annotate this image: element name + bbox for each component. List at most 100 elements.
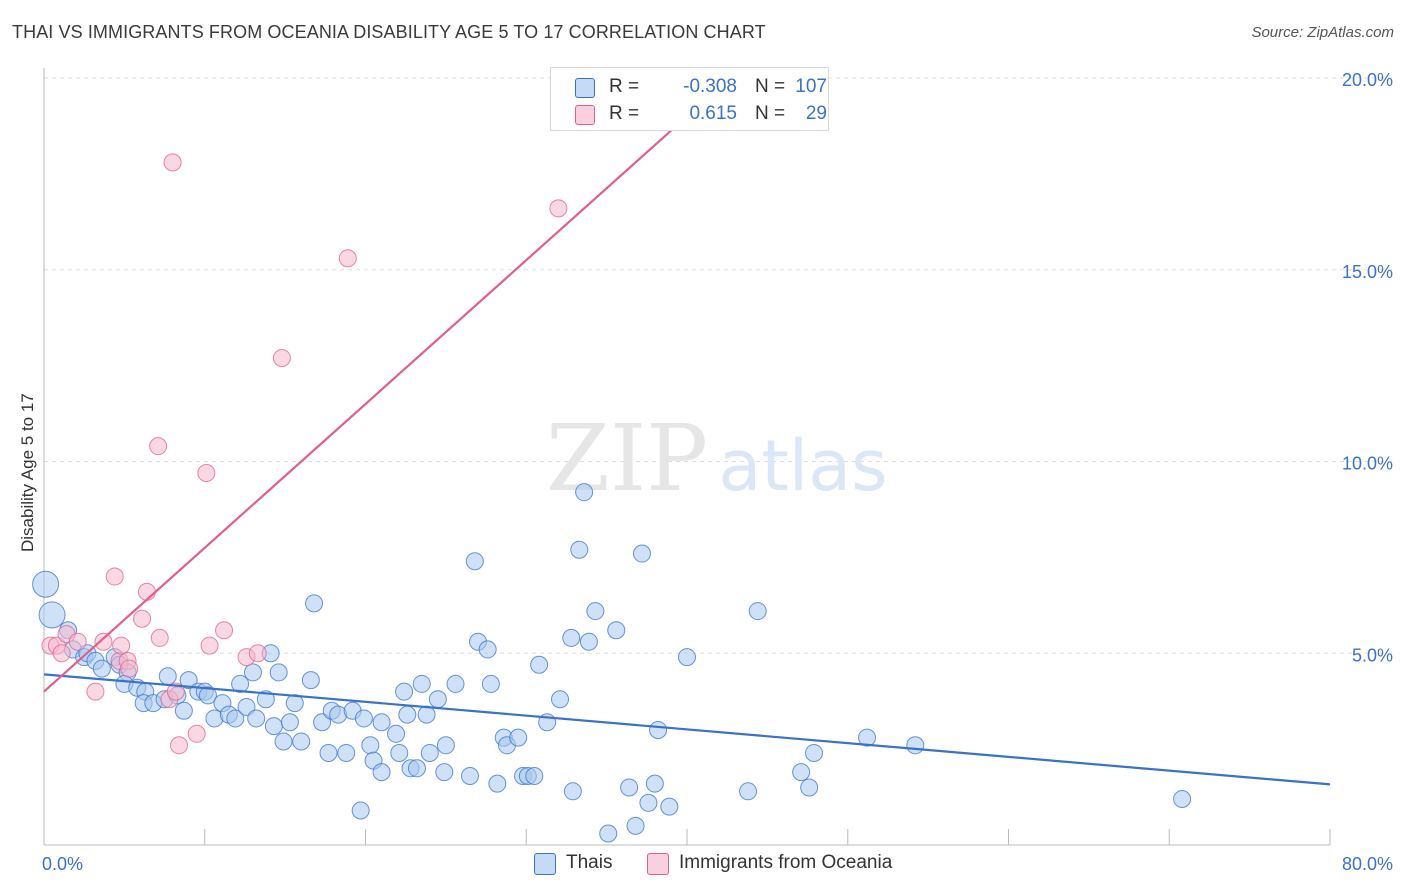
data-point: [488, 774, 507, 793]
data-point: [626, 816, 645, 835]
watermark-atlas: atlas: [718, 425, 887, 507]
data-point: [570, 540, 589, 559]
data-point: [301, 671, 320, 690]
data-point: [187, 724, 206, 743]
data-point: [285, 694, 304, 713]
data-point: [105, 567, 124, 586]
watermark: ZIP atlas: [546, 405, 888, 512]
y-tick-label: 10.0%: [1342, 454, 1393, 474]
data-point: [112, 636, 131, 655]
series-points-thais: [32, 483, 1192, 843]
legend-r-value: 0.615: [689, 103, 737, 124]
correlation-legend: R = -0.308 N = 107 R = 0.615 N = 29: [550, 67, 829, 131]
data-point: [305, 594, 324, 613]
data-point: [319, 743, 338, 762]
data-point: [395, 682, 414, 701]
data-point: [372, 713, 391, 732]
data-point: [197, 464, 216, 483]
data-point: [272, 348, 291, 367]
data-point: [435, 763, 454, 782]
data-point: [639, 793, 658, 812]
data-point: [337, 743, 356, 762]
legend-n-value: 29: [805, 103, 827, 124]
data-point: [174, 701, 193, 720]
data-point: [562, 628, 581, 647]
legend-r-label: R =: [609, 76, 640, 97]
data-point: [94, 632, 113, 651]
data-point: [563, 782, 582, 801]
data-point: [579, 632, 598, 651]
source-label: Source: ZipAtlas.com: [1251, 24, 1394, 41]
data-point: [530, 655, 549, 674]
data-point: [215, 621, 234, 640]
data-point: [163, 153, 182, 172]
legend-n-label: N =: [755, 103, 786, 124]
trend-lines: [43, 115, 1331, 786]
data-point: [649, 720, 668, 739]
data-point: [38, 601, 66, 629]
data-point: [428, 690, 447, 709]
data-point: [906, 736, 925, 755]
data-point: [274, 732, 293, 751]
data-point: [739, 782, 758, 801]
series-swatch-oceania: [647, 853, 669, 875]
data-point: [269, 663, 288, 682]
data-point: [800, 778, 819, 797]
data-point: [92, 659, 111, 678]
data-point: [200, 636, 219, 655]
data-point: [645, 774, 664, 793]
data-point: [133, 609, 152, 628]
data-point: [509, 728, 528, 747]
data-point: [231, 674, 250, 693]
data-point: [412, 674, 431, 693]
data-point: [436, 736, 455, 755]
data-point: [446, 674, 465, 693]
series-swatch-thais: [534, 853, 556, 875]
data-point: [620, 778, 639, 797]
data-point: [248, 644, 267, 663]
data-point: [158, 667, 177, 686]
data-point: [150, 628, 169, 647]
legend-n-label: N =: [755, 76, 786, 97]
trend-line-thais: [43, 673, 1331, 786]
grid-lines: [44, 77, 1392, 654]
data-point: [179, 671, 198, 690]
data-point: [460, 766, 479, 785]
data-point: [32, 570, 60, 598]
chart-title: THAI VS IMMIGRANTS FROM OCEANIA DISABILI…: [12, 22, 766, 42]
data-point: [632, 544, 651, 563]
tick-labels: 5.0% 10.0% 15.0% 20.0% 0.0% 80.0%: [42, 70, 1393, 874]
data-point: [549, 199, 568, 218]
data-point: [361, 736, 380, 755]
data-point: [292, 732, 311, 751]
data-point: [678, 648, 696, 667]
series-label-oceania: Immigrants from Oceania: [679, 852, 893, 873]
data-point: [351, 801, 370, 820]
legend-r-value: -0.308: [683, 76, 737, 97]
data-point: [68, 632, 87, 651]
data-point: [607, 621, 626, 640]
data-point: [792, 763, 811, 782]
data-point: [420, 743, 439, 762]
data-point: [243, 663, 262, 682]
data-point: [804, 743, 823, 762]
data-point: [858, 728, 877, 747]
data-point: [551, 690, 570, 709]
data-points: [32, 153, 1192, 843]
data-point: [237, 697, 256, 716]
data-point: [280, 713, 299, 732]
y-tick-label: 20.0%: [1342, 70, 1393, 90]
data-point: [86, 682, 105, 701]
data-point: [748, 602, 767, 621]
series-label-thais: Thais: [566, 852, 613, 873]
legend-swatch-oceania: [575, 105, 595, 125]
data-point: [372, 763, 391, 782]
data-point: [166, 682, 185, 701]
data-point: [247, 709, 266, 728]
y-axis-label: Disability Age 5 to 17: [18, 393, 37, 552]
x-tick-label: 80.0%: [1342, 854, 1393, 874]
watermark-zip: ZIP: [546, 405, 708, 512]
data-point: [149, 437, 168, 456]
y-tick-label: 15.0%: [1342, 262, 1393, 282]
